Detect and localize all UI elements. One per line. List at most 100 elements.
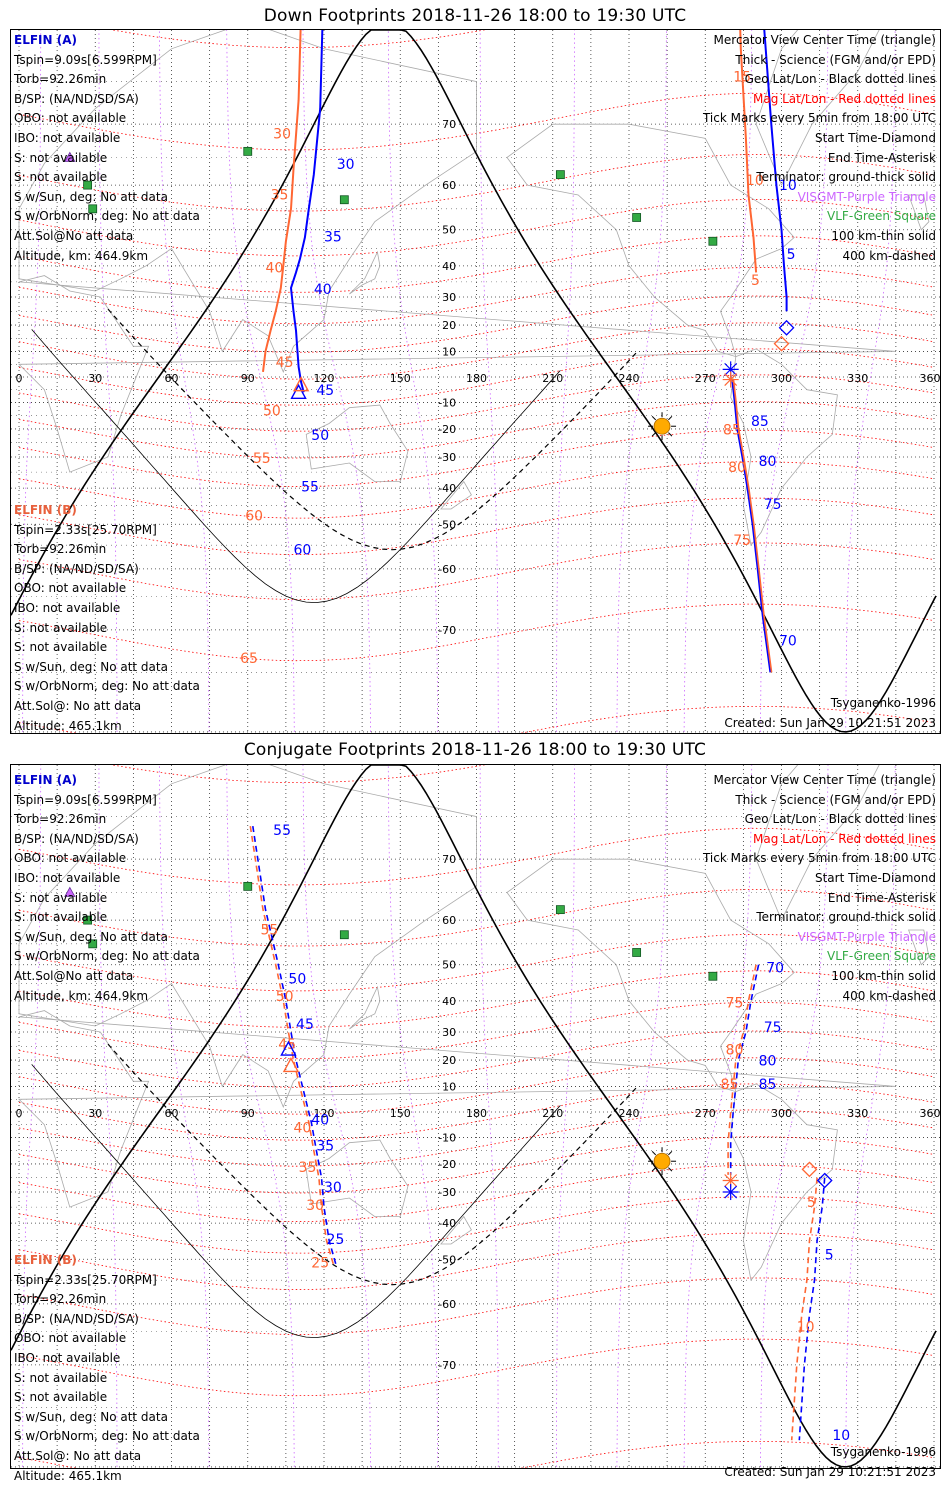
lon-tick-label: 60	[165, 372, 179, 385]
created-label: Created: Sun Jan 29 10:21:51 2023	[724, 1465, 936, 1479]
mag-lon-line	[226, 30, 295, 733]
map-panel-conjugate: 0 30 60 90 120 150 180 210 240 270 300 330 360 70 60 50…	[10, 764, 941, 1483]
elfin-a-line: Torb=92.26min	[14, 72, 107, 87]
legend: Mercator View Center Time (triangle) Thi…	[703, 771, 936, 1006]
mag-lon-line	[616, 30, 667, 733]
coastline	[305, 404, 409, 482]
mag-lon-line	[302, 765, 371, 1468]
mag-lat-line	[110, 765, 487, 783]
panel-title-down: Down Footprints 2018-11-26 18:00 to 19:3…	[263, 6, 687, 26]
elfin-b-line: Tspin=2.33s[25.70RPM]	[14, 1272, 157, 1287]
legend-item: Thick - Science (FGM and/or EPD)	[735, 52, 936, 67]
legend-item: 400 km-dashed	[842, 248, 936, 263]
sun-ray	[651, 1167, 657, 1172]
legend-item: Terminator: ground-thick solid	[756, 910, 936, 925]
vlf-station	[243, 146, 253, 156]
elfin-a-time-label: 30	[337, 157, 355, 173]
elfin-a-line: B/SP: (NA/ND/SD/SA)	[14, 831, 139, 846]
mag-lon-line	[845, 30, 896, 733]
sun-ray	[651, 432, 657, 437]
lat-tick-label: -50	[438, 1253, 456, 1266]
elfin-b-info: ELFIN (B) Tspin=2.33s[25.70RPM] Torb=92.…	[14, 501, 200, 736]
sun-ray	[668, 1150, 673, 1156]
coastline	[908, 194, 930, 231]
lon-tick-label: 210	[542, 1107, 563, 1120]
mag-lon-line	[159, 765, 210, 1468]
elfin-b-line: OBO: not available	[14, 1331, 127, 1346]
lat-tick-label: 10	[442, 1080, 456, 1093]
elfin-a-time-label: 70	[766, 960, 784, 976]
elfin-a-conj-track	[252, 825, 338, 1268]
elfin-b-line: S w/OrbNorm, deg: No att data	[14, 679, 200, 694]
elfin-a-time-label: 80	[759, 454, 777, 470]
elfin-b-line: Altitude: 465.1km	[14, 718, 122, 733]
lon-tick-label: 240	[619, 1107, 640, 1120]
elfin-a-time-label: 85	[751, 414, 769, 430]
mag-lat-line	[18, 154, 935, 212]
elfin-a-time-label: 55	[273, 823, 291, 839]
elfin-a-time-label: 5	[787, 247, 796, 263]
coastline	[18, 1010, 896, 1208]
elfin-a-line: Torb=92.26min	[14, 812, 107, 827]
model-label: Tsyganenko-1996	[830, 696, 936, 710]
lat-tick-label: 30	[442, 291, 456, 304]
elfin-a-info: ELFIN (A) Tspin=9.09s[6.599RPM] Torb=92.…	[14, 31, 200, 266]
elfin-a-line: OBO: not available	[14, 851, 127, 866]
legend-item: Geo Lat/Lon - Black dotted lines	[744, 72, 936, 87]
elfin-b-time-label: 45	[276, 355, 294, 371]
elfin-a-center-triangle	[290, 383, 307, 399]
mag-lat-line	[18, 933, 935, 992]
mag-lat-line	[18, 198, 935, 257]
coastline	[18, 765, 477, 1108]
elfin-b-line: S: not available	[14, 1390, 108, 1405]
lon-tick-label: 180	[466, 1107, 487, 1120]
sun-ray	[651, 415, 657, 421]
elfin-a-line: Att.Sol@No att data	[14, 228, 134, 243]
elfin-a-end-asterisk	[724, 362, 738, 376]
elfin-b-track	[739, 30, 758, 273]
legend-item: Tick Marks every 5min from 18:00 UTC	[702, 111, 936, 126]
legend-item: Mercator View Center Time (triangle)	[713, 773, 936, 787]
mag-lon-line	[98, 765, 118, 1468]
lon-tick-label: 30	[88, 1107, 102, 1120]
elfin-b-header: ELFIN (B)	[14, 503, 77, 517]
coastline	[440, 1215, 472, 1245]
legend-item: VLF-Green Square	[827, 949, 936, 964]
lat-tick-label: -40	[438, 1217, 456, 1230]
lon-tick-label: 360	[920, 1107, 941, 1120]
elfin-b-line: S w/Sun, deg: No att data	[14, 1409, 168, 1424]
elfin-a-time-label: 45	[316, 383, 334, 399]
map-panel-down: 0 30 60 90 120 150 180 210 240 270 300 330 360 70 60 50…	[10, 29, 941, 734]
legend-item: Mercator View Center Time (triangle)	[713, 33, 936, 47]
lat-tick-label: -20	[438, 1158, 456, 1171]
elfin-a-line: Att.Sol@No att data	[14, 968, 134, 983]
mag-lon-line	[98, 30, 118, 733]
elfin-b-end-asterisk	[724, 1174, 738, 1187]
vlf-station	[243, 881, 253, 891]
elfin-a-line: OBO: not available	[14, 111, 127, 126]
lon-tick-label: 300	[771, 372, 792, 385]
lat-tick-label: 50	[442, 224, 456, 237]
legend-item: End Time-Asterisk	[827, 150, 936, 165]
elfin-a-time-label: 50	[311, 428, 329, 444]
visgmt-station	[64, 151, 76, 162]
elfin-b-time-label: 5	[807, 1195, 816, 1211]
legend-item: Mag Lat/Lon - Red dotted lines	[752, 91, 936, 106]
elfin-b-time-label: 55	[253, 451, 271, 467]
elfin-b-line: S: not available	[14, 640, 108, 655]
terminator-ground	[11, 30, 937, 733]
lat-tick-label: -20	[438, 423, 456, 436]
mag-lon-line	[479, 765, 499, 1468]
elfin-b-conj-track	[249, 825, 335, 1268]
elfin-a-start-diamond	[778, 319, 795, 336]
lon-tick-label: 330	[847, 1107, 868, 1120]
legend: Mercator View Center Time (triangle) Thi…	[703, 31, 936, 266]
elfin-b-time-label: 10	[797, 1319, 815, 1335]
mag-lon-line	[556, 30, 575, 733]
visgmt-station	[64, 886, 76, 897]
lat-tick-label: 10	[442, 345, 456, 358]
lon-tick-label: 330	[847, 372, 868, 385]
mag-lon-line	[387, 30, 439, 733]
elfin-b-line: IBO: not available	[14, 600, 121, 615]
elfin-b-line: Att.Sol@: No att data	[14, 1448, 142, 1463]
